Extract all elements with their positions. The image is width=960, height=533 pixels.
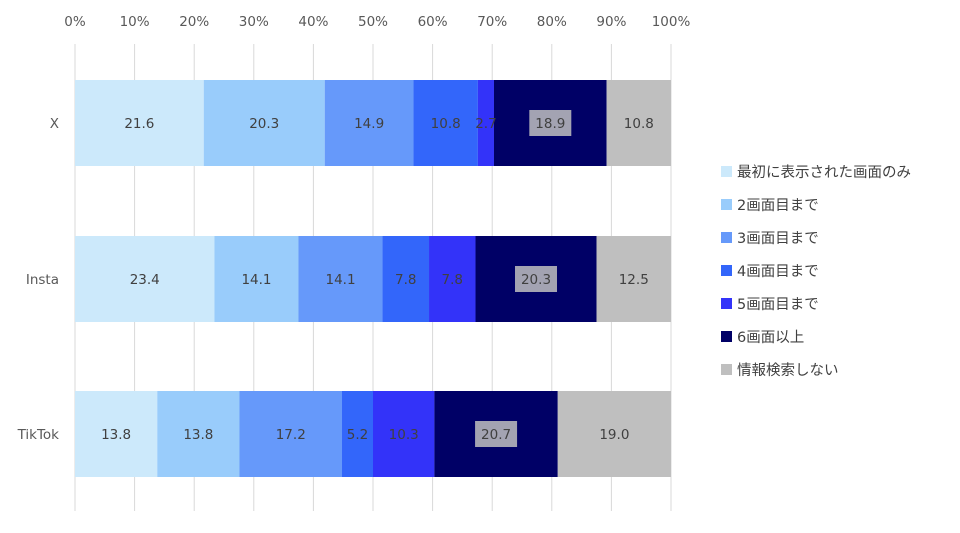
bar-segment xyxy=(298,236,383,322)
bar-segment xyxy=(342,391,373,477)
bar-segment xyxy=(413,80,478,166)
legend-item: 6画面以上 xyxy=(721,320,911,353)
legend-swatch xyxy=(721,265,732,276)
bar-segment xyxy=(557,391,671,477)
data-label-box xyxy=(515,266,558,292)
legend-item: 4画面目まで xyxy=(721,254,911,287)
bars xyxy=(75,80,671,477)
data-label: 5.2 xyxy=(347,427,368,443)
legend-swatch xyxy=(721,166,732,177)
category-label: X xyxy=(50,116,59,132)
legend-label: 情報検索しない xyxy=(737,363,839,379)
legend-swatch xyxy=(721,199,732,210)
legend: 最初に表示された画面のみ 2画面目まで 3画面目まで 4画面目まで 5画面目まで 6画面以… xyxy=(721,155,911,386)
x-tick-label: 0% xyxy=(64,14,86,30)
bar-segment xyxy=(382,236,430,322)
data-labels: 21.6 20.3 14.9 10.8 2.7 18.9 10.8 23.4 14.1 14.1 7… xyxy=(101,110,654,447)
data-label: 20.7 xyxy=(481,427,511,443)
legend-label: 5画面目まで xyxy=(737,297,819,313)
data-label: 2.7 xyxy=(475,116,496,132)
data-label: 10.8 xyxy=(624,116,654,132)
x-tick-label: 100% xyxy=(652,14,691,30)
legend-item: 情報検索しない xyxy=(721,353,911,386)
x-axis-ticks: 0% 10% 20% 30% 40% 50% 60% 70% 80% 90% 100% xyxy=(64,14,690,30)
bar-segment xyxy=(75,80,204,166)
bar-segment xyxy=(606,80,671,166)
data-label: 10.3 xyxy=(389,427,419,443)
legend-swatch xyxy=(721,298,732,309)
bar-segment xyxy=(324,80,414,166)
data-label: 13.8 xyxy=(101,427,131,443)
x-tick-label: 80% xyxy=(537,14,567,30)
x-tick-label: 10% xyxy=(120,14,150,30)
data-label: 21.6 xyxy=(124,116,154,132)
bar-segment xyxy=(477,80,494,166)
bar-segment xyxy=(214,236,299,322)
bar-segment xyxy=(203,80,325,166)
legend-label: 6画面以上 xyxy=(737,330,805,346)
x-tick-label: 20% xyxy=(179,14,209,30)
bar-segment xyxy=(239,391,343,477)
data-label: 18.9 xyxy=(535,116,565,132)
data-label: 14.1 xyxy=(241,272,271,288)
x-tick-label: 60% xyxy=(418,14,448,30)
data-label: 17.2 xyxy=(276,427,306,443)
legend-swatch xyxy=(721,232,732,243)
legend-item: 3画面目まで xyxy=(721,221,911,254)
data-label: 12.5 xyxy=(619,272,649,288)
bar-segment xyxy=(429,236,476,322)
data-label: 7.8 xyxy=(395,272,416,288)
x-tick-label: 90% xyxy=(596,14,626,30)
data-label-box xyxy=(475,421,518,447)
bar-segment xyxy=(75,391,158,477)
x-tick-label: 70% xyxy=(477,14,507,30)
legend-label: 3画面目まで xyxy=(737,231,819,247)
legend-item: 2画面目まで xyxy=(721,188,911,221)
bar-segment xyxy=(75,236,215,322)
data-label: 23.4 xyxy=(130,272,160,288)
legend-item: 5画面目まで xyxy=(721,287,911,320)
legend-label: 最初に表示された画面のみ xyxy=(737,165,911,181)
category-label: TikTok xyxy=(17,427,60,443)
category-label: Insta xyxy=(26,272,59,288)
data-label: 13.8 xyxy=(183,427,213,443)
data-label: 14.9 xyxy=(354,116,384,132)
legend-swatch xyxy=(721,331,732,342)
data-label: 10.8 xyxy=(431,116,461,132)
data-label: 20.3 xyxy=(249,116,279,132)
legend-label: 2画面目まで xyxy=(737,198,819,214)
x-tick-label: 40% xyxy=(298,14,328,30)
data-label-box xyxy=(529,110,572,136)
data-label: 7.8 xyxy=(442,272,463,288)
legend-label: 4画面目まで xyxy=(737,264,819,280)
data-label: 20.3 xyxy=(521,272,551,288)
x-tick-label: 50% xyxy=(358,14,388,30)
bar-segment xyxy=(596,236,671,322)
bar-segment xyxy=(157,391,240,477)
data-label: 19.0 xyxy=(599,427,629,443)
legend-item: 最初に表示された画面のみ xyxy=(721,155,911,188)
legend-swatch xyxy=(721,364,732,375)
bar-segment xyxy=(373,391,435,477)
category-labels: X Insta TikTok xyxy=(17,116,60,443)
data-label: 14.1 xyxy=(325,272,355,288)
x-tick-label: 30% xyxy=(239,14,269,30)
